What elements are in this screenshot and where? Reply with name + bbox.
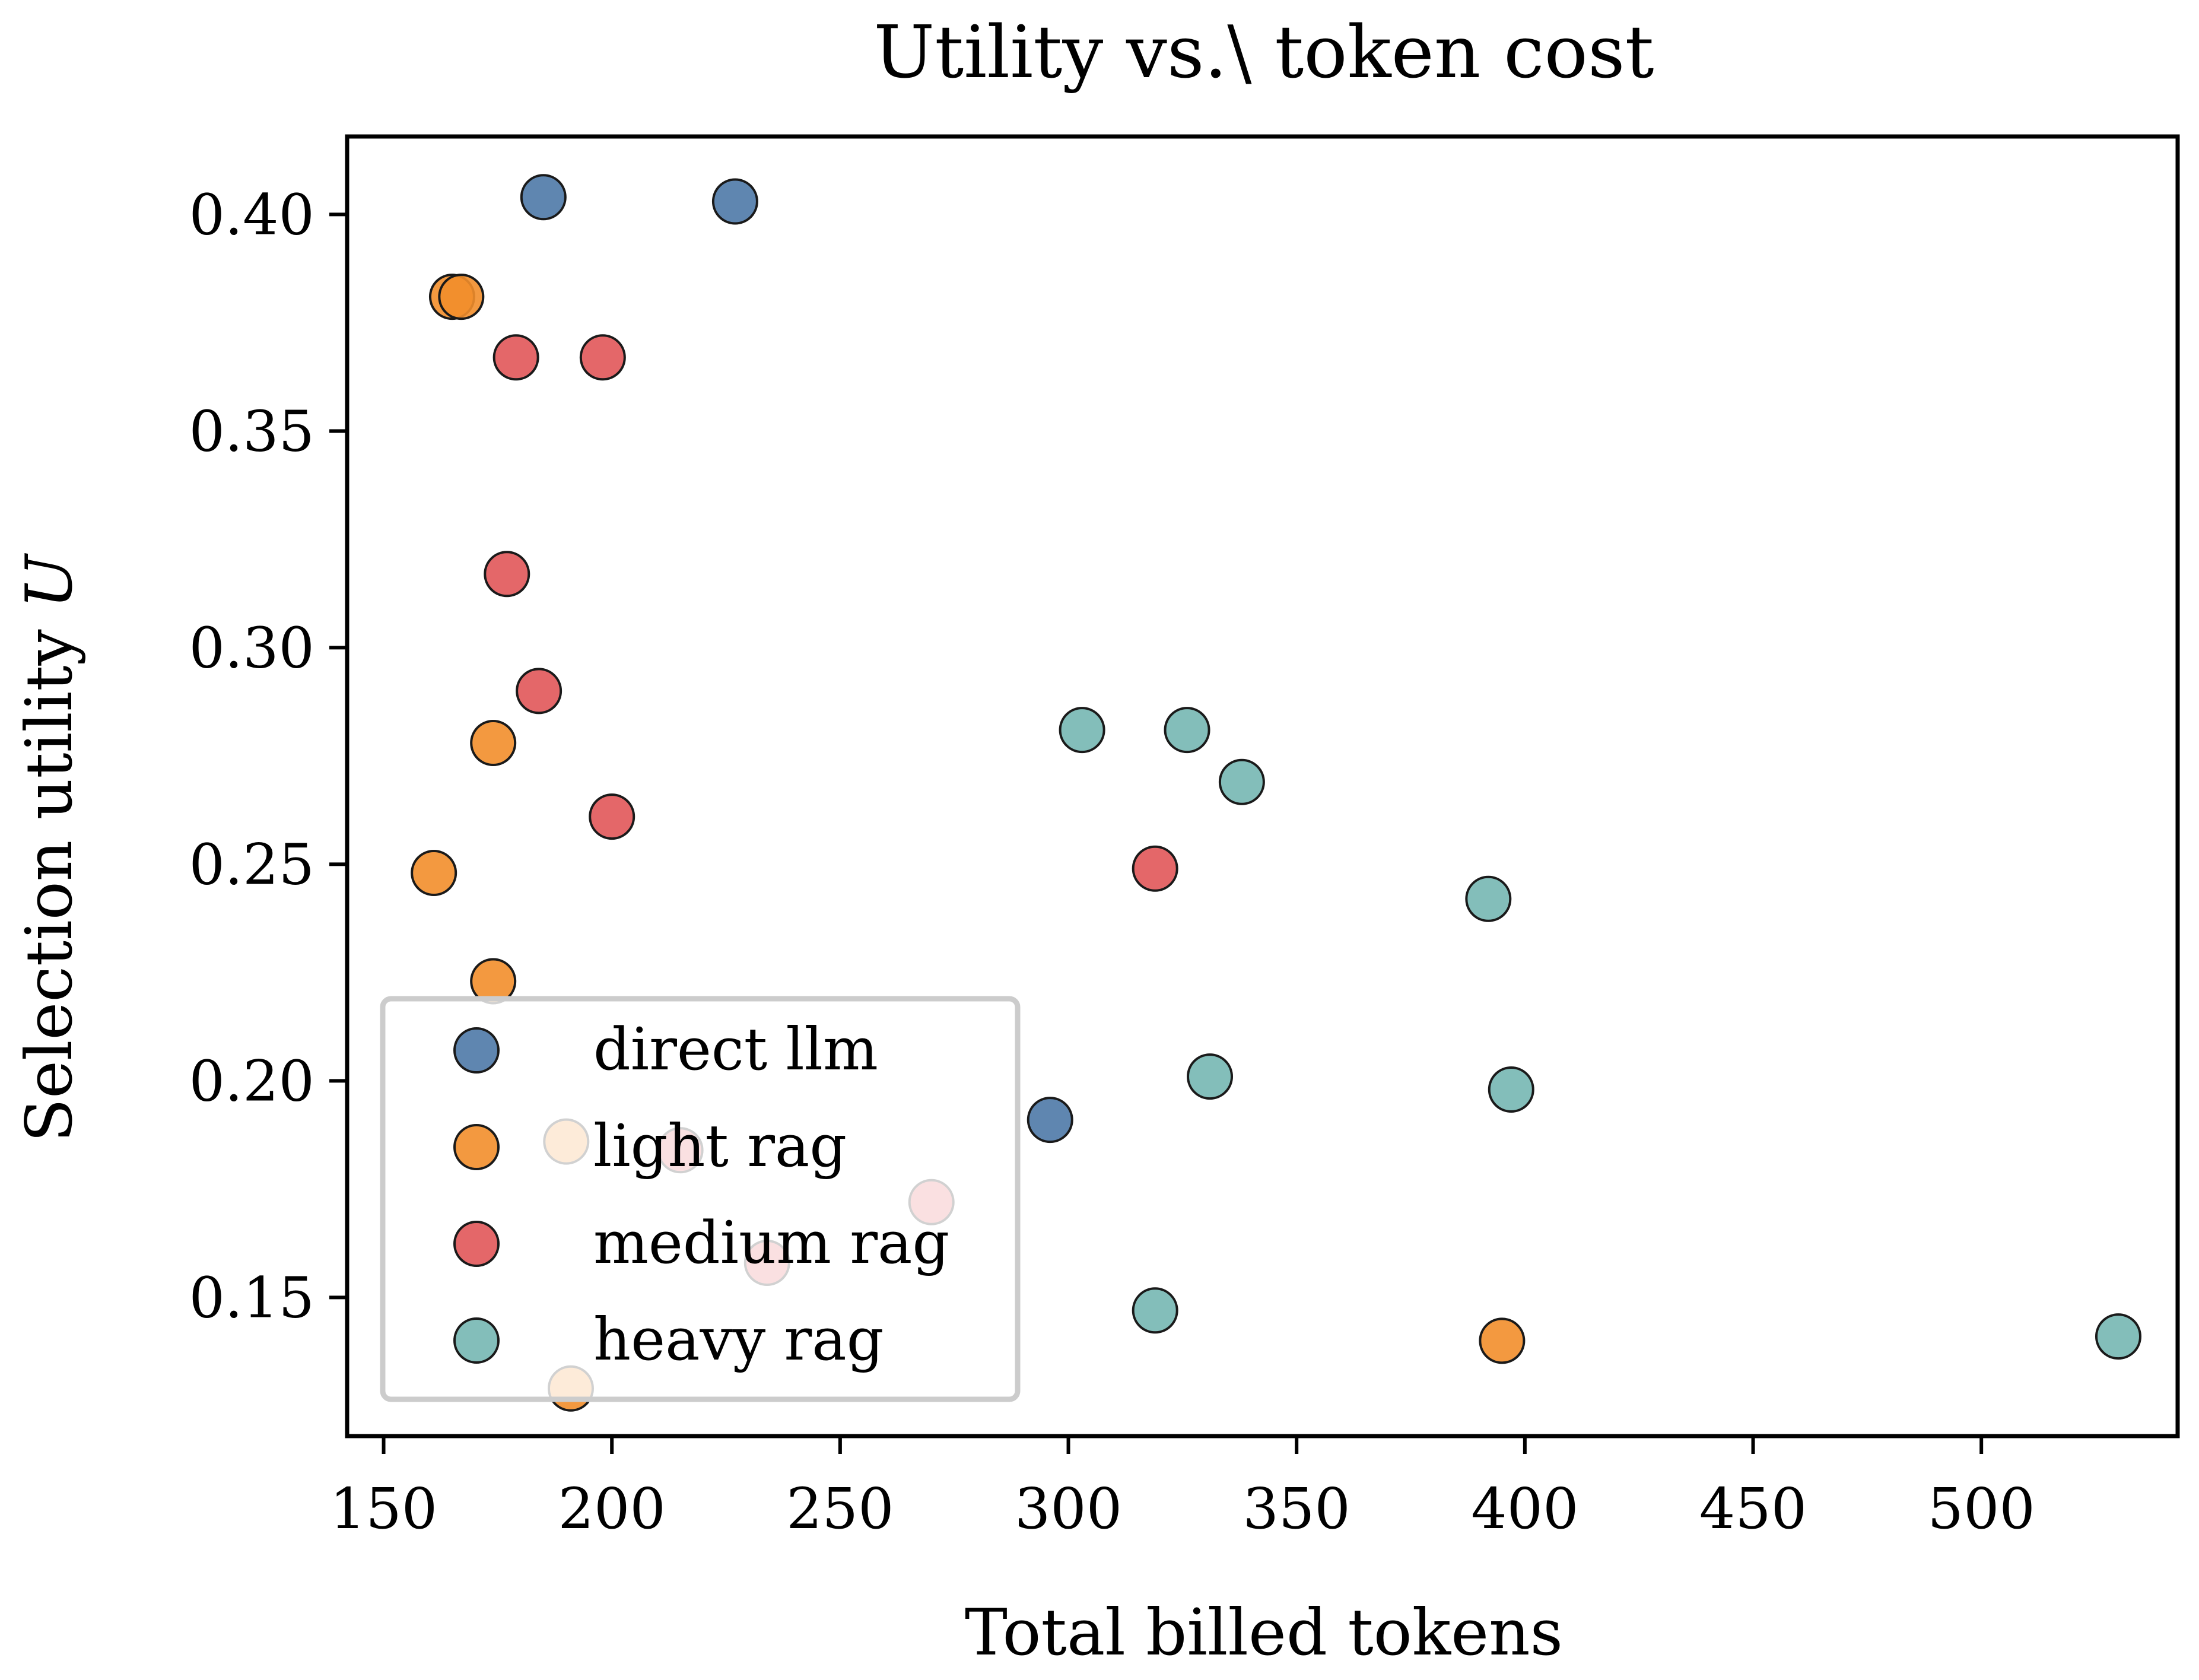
x-tick-label: 500 xyxy=(1928,1476,2035,1542)
data-point-direct-llm xyxy=(711,178,758,225)
y-tick-label: 0.15 xyxy=(189,1265,314,1330)
x-tick-label: 150 xyxy=(330,1476,437,1542)
legend-marker-light-rag xyxy=(453,1124,500,1170)
legend-box xyxy=(380,996,1021,1402)
y-axis-label-text: Selection utility xyxy=(12,629,87,1142)
legend-marker-heavy-rag xyxy=(453,1317,500,1364)
chart-title: Utility vs.\ token cost xyxy=(873,10,1654,94)
data-point-heavy-rag xyxy=(1164,707,1210,754)
legend-marker-medium-rag xyxy=(453,1221,500,1267)
legend-label-light-rag: light rag xyxy=(593,1113,847,1180)
data-point-medium-rag xyxy=(589,793,635,840)
legend-label-heavy-rag: heavy rag xyxy=(593,1306,884,1374)
y-tick-label: 0.20 xyxy=(189,1049,314,1114)
data-point-medium-rag xyxy=(579,334,626,381)
data-point-direct-llm xyxy=(520,174,567,221)
data-point-heavy-rag xyxy=(1187,1053,1234,1100)
data-point-light-rag xyxy=(438,274,485,320)
data-point-light-rag xyxy=(470,720,517,766)
data-point-heavy-rag xyxy=(1488,1066,1534,1113)
data-point-medium-rag xyxy=(1132,845,1178,892)
data-point-light-rag xyxy=(1479,1317,1526,1364)
data-point-heavy-rag xyxy=(1218,758,1265,805)
x-tick-label: 250 xyxy=(786,1476,894,1542)
x-tick-label: 350 xyxy=(1243,1476,1350,1542)
data-point-heavy-rag xyxy=(1465,875,1512,922)
y-tick-label: 0.40 xyxy=(189,182,314,247)
plot-area-frame xyxy=(345,134,2180,1438)
legend: direct llm light rag medium rag heavy rag xyxy=(380,996,1021,1402)
data-point-medium-rag xyxy=(492,334,539,381)
data-point-heavy-rag xyxy=(1132,1287,1178,1334)
x-tick-label: 200 xyxy=(558,1476,666,1542)
x-tick-label: 300 xyxy=(1015,1476,1122,1542)
data-point-medium-rag xyxy=(484,551,530,598)
y-axis-label: Selection utility U xyxy=(12,553,87,1142)
data-point-light-rag xyxy=(411,850,457,896)
legend-label-medium-rag: medium rag xyxy=(593,1209,949,1277)
data-point-direct-llm xyxy=(1027,1097,1073,1144)
legend-entries: direct llm light rag medium rag heavy rag xyxy=(453,1016,949,1374)
y-axis-ticks: 0.15 0.20 0.25 0.30 0.35 0.40 xyxy=(189,182,347,1330)
y-tick-label: 0.35 xyxy=(189,399,314,464)
legend-marker-direct-llm xyxy=(453,1027,500,1074)
data-point-medium-rag xyxy=(516,668,563,714)
x-tick-label: 450 xyxy=(1699,1476,1807,1542)
legend-label-direct-llm: direct llm xyxy=(593,1016,878,1084)
data-point-heavy-rag xyxy=(2095,1313,2141,1360)
x-axis-label: Total billed tokens xyxy=(965,1596,1563,1670)
y-tick-label: 0.25 xyxy=(189,832,314,897)
y-axis-label-symbol: U xyxy=(12,553,87,609)
data-point-heavy-rag xyxy=(1059,707,1105,754)
y-tick-label: 0.30 xyxy=(189,615,314,681)
x-axis-ticks: 150 200 250 300 350 400 450 500 xyxy=(330,1436,2035,1542)
x-tick-label: 400 xyxy=(1471,1476,1578,1542)
